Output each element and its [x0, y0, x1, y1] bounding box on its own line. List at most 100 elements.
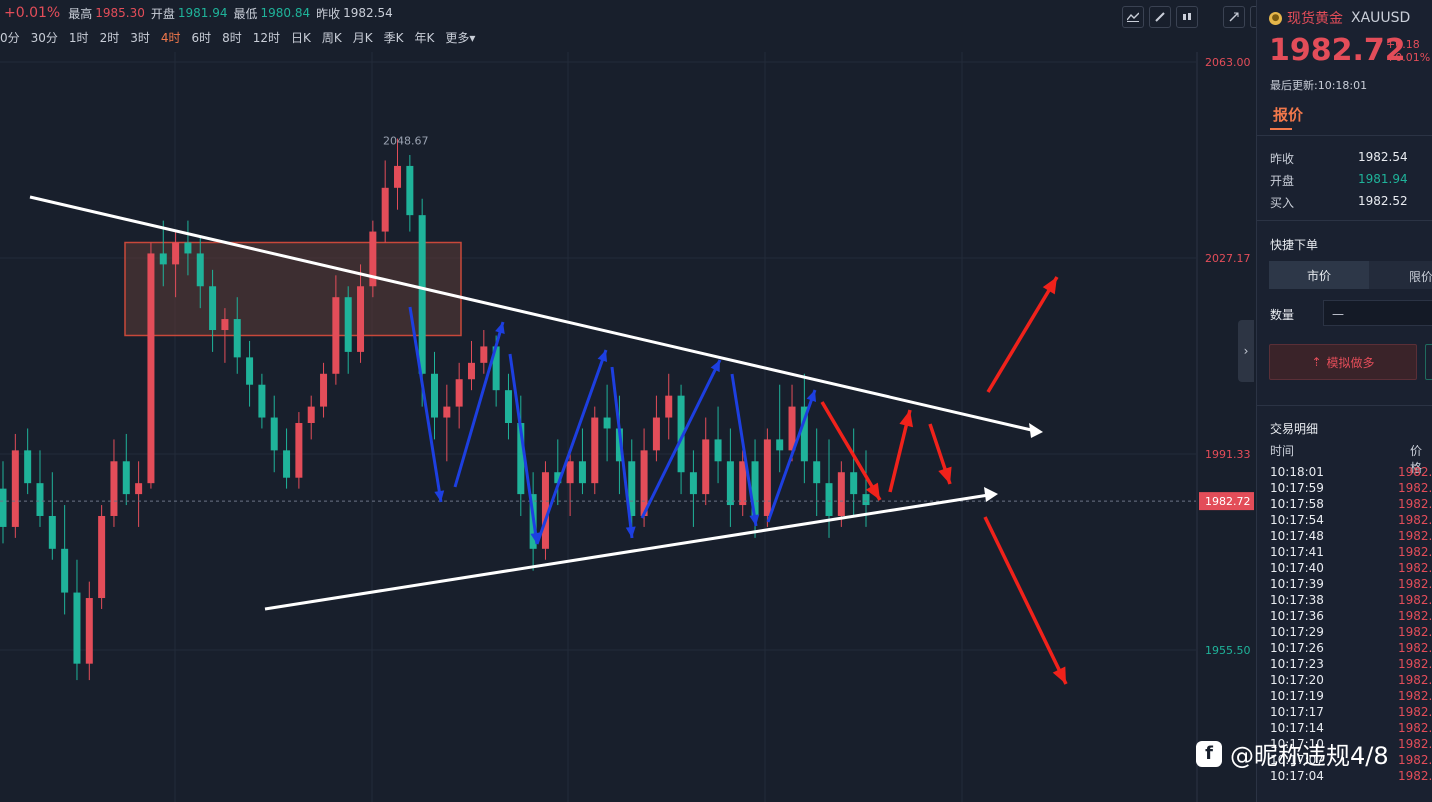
blue-arrowhead — [530, 532, 541, 544]
candle-body — [159, 253, 167, 265]
timeframe-4[interactable]: 3时 — [130, 30, 150, 45]
candle-body — [788, 406, 796, 451]
trade-row: 10:17:20 1982.7 — [1270, 673, 1432, 689]
red-arrow-line — [983, 516, 1068, 685]
timeframe-13[interactable]: 年K — [414, 30, 435, 45]
price-chart[interactable]: 2048.67 2063.00 2027.17 1991.33 1955.50 1982.… — [0, 52, 1256, 802]
trade-time: 10:17:54 — [1270, 513, 1324, 527]
tab-market[interactable]: 市价 — [1269, 261, 1369, 289]
candle-body — [578, 461, 586, 484]
simulated-buy-button[interactable]: ⇡ 模拟做多 — [1269, 344, 1417, 380]
timeframe-6[interactable]: 6时 — [191, 30, 212, 45]
trade-time: 10:17:20 — [1270, 673, 1324, 687]
fullscreen-icon[interactable] — [1223, 6, 1245, 28]
tab-underline — [1270, 128, 1292, 130]
arrow-up-icon: ⇡ — [1311, 355, 1322, 369]
candle-body — [85, 598, 93, 664]
candle-body — [517, 423, 525, 495]
red-arrowhead — [1042, 277, 1057, 295]
candle-body — [677, 395, 685, 473]
timeframe-7[interactable]: 8时 — [222, 30, 242, 45]
candle-body — [221, 319, 229, 331]
candle-body — [73, 592, 81, 664]
blue-arrow-line — [766, 389, 817, 523]
trade-row: 10:17:39 1982.7 — [1270, 577, 1432, 593]
timeframe-3[interactable]: 2时 — [99, 30, 120, 45]
indicator-icon[interactable] — [1122, 6, 1144, 28]
quantity-input[interactable]: — — [1323, 300, 1432, 326]
candle-type-icon[interactable] — [1176, 6, 1198, 28]
chart-toolbar — [1122, 6, 1277, 28]
prev-close-label: 昨收 — [316, 6, 341, 21]
prev-close-row: 昨收 1982.54 — [1270, 150, 1420, 167]
tab-limit[interactable]: 限价 — [1409, 270, 1432, 284]
simulated-sell-button[interactable] — [1425, 344, 1432, 380]
quick-order-title: 快捷下单 — [1270, 238, 1319, 252]
change-value: +0.18 — [1386, 38, 1420, 51]
red-arrowhead — [865, 482, 880, 500]
symbol-header: ● 现货黄金 XAUUSD — [1269, 8, 1410, 28]
tab-quote[interactable]: 报价 — [1273, 106, 1304, 124]
trade-price: 1982.7 — [1398, 609, 1432, 623]
price-axis-label: 2027.17 — [1205, 252, 1251, 265]
candle-body — [825, 483, 833, 516]
trade-time: 10:17:41 — [1270, 545, 1324, 559]
candle-body — [24, 450, 32, 484]
timeframe-8[interactable]: 12时 — [252, 30, 281, 45]
blue-arrowhead — [495, 322, 505, 334]
candle-body — [813, 461, 821, 484]
candle-body — [800, 406, 808, 462]
timeframe-9[interactable]: 日K — [291, 30, 311, 45]
collapse-panel-button[interactable]: › — [1238, 320, 1254, 382]
trades-title: 交易明细 — [1270, 422, 1319, 436]
blue-arrow-line — [408, 306, 443, 503]
prev-close-label: 昨收 — [1270, 152, 1295, 166]
trade-row: 10:17:41 1982.7 — [1270, 545, 1432, 561]
blue-arrow-line — [610, 366, 634, 539]
bid-row: 买入 1982.52 — [1270, 194, 1420, 211]
last-price: 1982.72 — [1269, 33, 1406, 68]
trade-row: 10:18:01 1982.7 — [1270, 465, 1432, 481]
trade-row: 10:17:59 1982.7 — [1270, 481, 1432, 497]
timeframe-12[interactable]: 季K — [383, 30, 404, 45]
current-price-tag — [1199, 492, 1254, 511]
low-label: 最低 — [233, 6, 258, 21]
timeframe-14[interactable]: 更多▾ — [445, 30, 476, 45]
watermark-text: @昵称违规4/8 — [1230, 742, 1389, 770]
trade-price: 1982.8 — [1398, 737, 1432, 751]
candle-body — [714, 439, 722, 462]
timeframe-11[interactable]: 月K — [352, 30, 373, 45]
timeframe-0[interactable]: 0分 — [0, 30, 20, 45]
price-axis-label: 2063.00 — [1205, 56, 1251, 69]
draw-icon[interactable] — [1149, 6, 1171, 28]
trade-time: 10:17:59 — [1270, 481, 1324, 495]
price-change: +0.18 +0.01% — [1386, 38, 1430, 64]
trade-time: 10:17:10 — [1270, 737, 1324, 751]
trade-time: 10:17:04 — [1270, 769, 1324, 783]
symbol-code: XAUUSD — [1351, 10, 1411, 26]
candle-body — [357, 286, 365, 352]
lower-trendline-arrowhead — [984, 487, 998, 502]
trade-price: 1982.7 — [1398, 545, 1432, 559]
trade-price: 1982.7 — [1398, 529, 1432, 543]
prev-close-value: 1982.54 — [343, 6, 393, 20]
candle-body — [480, 346, 488, 363]
trade-price: 1982.8 — [1398, 721, 1432, 735]
timeframe-10[interactable]: 周K — [321, 30, 342, 45]
candle-body — [135, 483, 143, 495]
timeframe-5[interactable]: 4时 — [160, 30, 181, 45]
candle-body — [640, 450, 648, 516]
trade-time: 10:17:19 — [1270, 689, 1324, 703]
candle-body — [566, 461, 574, 484]
candle-body — [615, 428, 623, 462]
trade-time: 10:17:36 — [1270, 609, 1324, 623]
blue-arrowhead — [806, 390, 817, 403]
lower-trendline — [264, 492, 996, 611]
candle-body — [726, 461, 734, 506]
quote-panel: ● 现货黄金 XAUUSD 1982.72 +0.18 +0.01% 最后更新:… — [1256, 0, 1432, 802]
red-arrowhead — [938, 466, 952, 484]
timeframe-1[interactable]: 30分 — [30, 30, 58, 45]
open-value: 1981.94 — [1358, 172, 1408, 186]
gold-coin-icon: ● — [1269, 11, 1282, 25]
timeframe-2[interactable]: 1时 — [68, 30, 89, 45]
